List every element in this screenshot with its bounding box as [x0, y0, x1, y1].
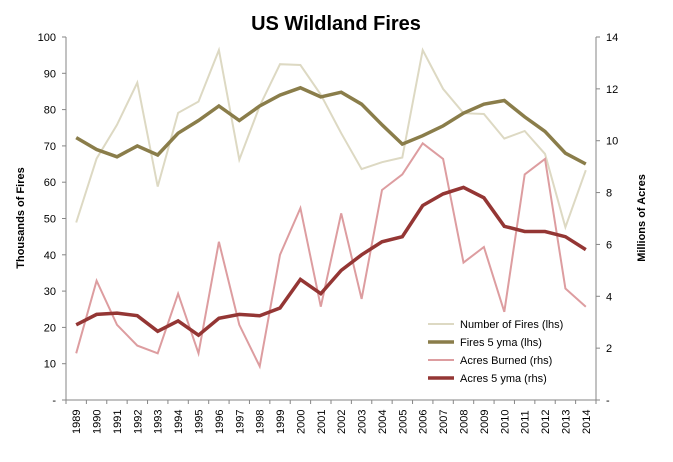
right-y-tick-label: 10: [606, 136, 618, 148]
x-tick-label: 2009: [479, 410, 491, 434]
left-y-tick-label: -: [52, 395, 56, 407]
x-tick-label: 2010: [499, 410, 511, 434]
x-axis-ticks: 1989 1990 1991 1992 1993 1994 1995 1996 1997 1998…: [65, 400, 597, 434]
legend-label: Number of Fires (lhs): [460, 319, 563, 331]
left-y-tick-label: 100: [38, 32, 56, 44]
x-tick-label: 1994: [173, 410, 185, 434]
left-y-tick-label: 20: [44, 322, 56, 334]
left-y-tick-label: 80: [44, 105, 56, 117]
left-y-tick-label: 50: [44, 214, 56, 226]
x-tick-label: 1996: [214, 410, 226, 434]
left-y-tick-label: 90: [44, 68, 56, 80]
x-tick-label: 2000: [295, 410, 307, 434]
x-tick-label: 1993: [153, 410, 165, 434]
legend-label: Fires 5 yma (lhs): [460, 337, 542, 349]
x-tick-label: 1999: [275, 410, 287, 434]
series-line-3: [75, 185, 587, 338]
x-tick-label: 2005: [397, 410, 409, 434]
left-y-tick-label: 70: [44, 141, 56, 153]
x-tick-label: 2007: [438, 410, 450, 434]
x-tick-label: 2011: [520, 410, 532, 434]
x-tick-label: 1989: [71, 410, 83, 434]
chart-title: US Wildland Fires: [251, 13, 421, 35]
x-tick-label: 1990: [92, 410, 104, 434]
right-y-tick-label: 12: [606, 84, 618, 96]
left-y-tick-label: 60: [44, 177, 56, 189]
series-line-2: [75, 141, 587, 370]
x-tick-label: 1991: [112, 410, 124, 434]
right-y-axis-title: Millions of Acres: [636, 174, 648, 262]
right-y-tick-label: 8: [606, 188, 612, 200]
x-tick-label: 2013: [560, 410, 572, 434]
series-lines: [75, 46, 587, 370]
legend-label: Acres 5 yma (rhs): [460, 373, 547, 385]
right-y-tick-label: -: [606, 395, 610, 407]
legend: Number of Fires (lhs) Fires 5 yma (lhs) Ac…: [428, 319, 563, 385]
x-tick-label: 2014: [581, 410, 593, 434]
x-tick-label: 2004: [377, 410, 389, 434]
series-line-0: [75, 46, 587, 231]
left-y-tick-label: 30: [44, 286, 56, 298]
left-y-axis-ticks: - 10 20 30 40 50 60 70 80 90 100: [38, 32, 66, 407]
x-tick-label: 1998: [255, 410, 267, 434]
x-tick-label: 1997: [234, 410, 246, 434]
right-y-tick-label: 4: [606, 291, 612, 303]
left-y-axis-title: Thousands of Fires: [15, 167, 27, 268]
right-y-tick-label: 6: [606, 239, 612, 251]
x-tick-label: 2012: [540, 410, 552, 434]
left-y-tick-label: 40: [44, 250, 56, 262]
right-y-axis-ticks: - 2 4 6 8 10 12 14: [596, 32, 618, 407]
left-y-tick-label: 10: [44, 359, 56, 371]
x-tick-label: 2002: [336, 410, 348, 434]
series-line-1: [75, 85, 587, 166]
x-tick-label: 2008: [459, 410, 471, 434]
x-tick-label: 1992: [132, 410, 144, 434]
x-tick-label: 2001: [316, 410, 328, 434]
right-y-tick-label: 2: [606, 343, 612, 355]
legend-label: Acres Burned (rhs): [460, 355, 552, 367]
x-tick-label: 2003: [357, 410, 369, 434]
x-tick-label: 2006: [418, 410, 430, 434]
right-y-tick-label: 14: [606, 32, 618, 44]
x-tick-label: 1995: [194, 410, 206, 434]
